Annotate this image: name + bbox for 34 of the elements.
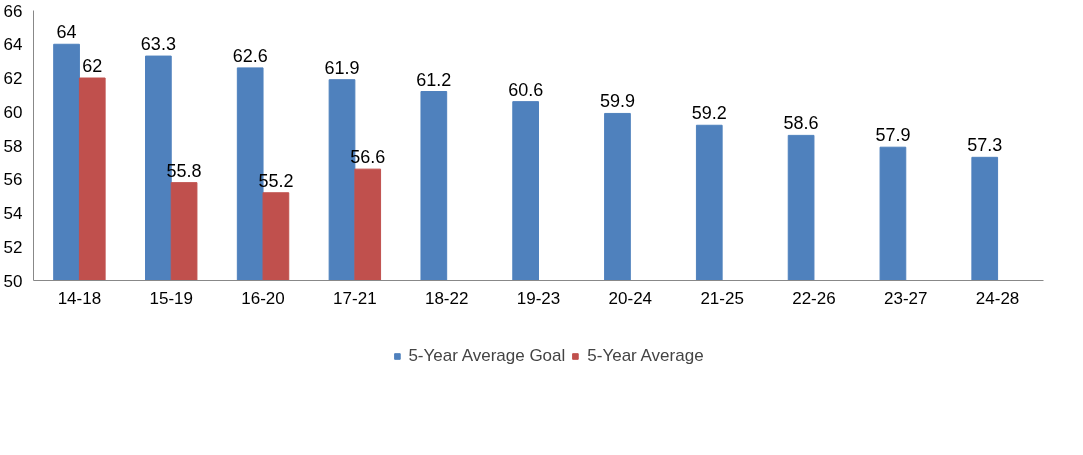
data-label: 57.9 <box>875 125 911 146</box>
x-tick-label: 20-24 <box>608 288 653 308</box>
y-tick-label: 62 <box>3 69 23 88</box>
x-tick-label: 16-20 <box>241 288 285 308</box>
data-label: 58.6 <box>783 113 819 134</box>
y-tick-label: 66 <box>3 1 23 21</box>
y-tick-label: 52 <box>3 237 23 257</box>
x-tick-label: 24-28 <box>975 288 1020 308</box>
data-label: 60.6 <box>508 79 544 100</box>
data-label: 63.3 <box>140 34 176 55</box>
y-tick-label: 56 <box>3 170 23 190</box>
x-tick-label: 22-26 <box>792 288 836 308</box>
y-tick-label: 58 <box>3 136 23 156</box>
x-tick-label: 18-22 <box>424 288 469 308</box>
y-tick-label: 64 <box>3 35 23 55</box>
data-label: 62.6 <box>232 45 268 66</box>
x-tick-label: 17-21 <box>333 288 377 308</box>
data-label: 61.9 <box>324 57 360 78</box>
data-label: 62 <box>82 56 103 76</box>
data-label: 59.2 <box>691 103 727 124</box>
legend-label: 5-Year Average Goal <box>408 346 566 366</box>
x-tick-label: 14-18 <box>57 288 102 308</box>
y-tick-label: 50 <box>3 271 23 291</box>
data-label: 61.2 <box>416 69 452 90</box>
x-tick-label: 23-27 <box>884 288 928 308</box>
data-label: 64 <box>56 22 77 43</box>
y-tick-label: 54 <box>3 204 23 223</box>
legend-label: 5-Year Average <box>587 346 704 366</box>
x-tick-label: 15-19 <box>149 288 193 308</box>
x-tick-label: 19-23 <box>516 288 561 308</box>
data-label: 59.9 <box>599 91 635 112</box>
x-tick-label: 21-25 <box>700 288 744 308</box>
y-tick-label: 60 <box>3 102 23 122</box>
data-label: 57.3 <box>967 135 1003 156</box>
